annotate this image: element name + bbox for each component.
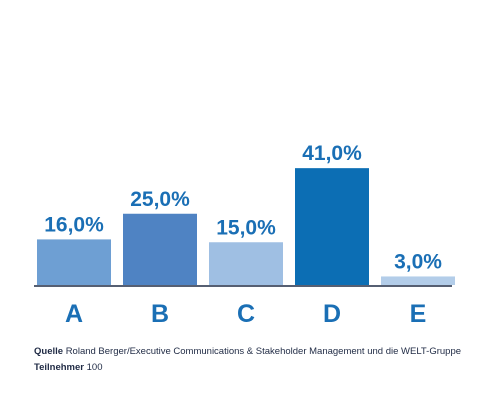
participants-label: Teilnehmer	[34, 362, 84, 373]
value-label-e: 3,0%	[394, 250, 442, 273]
bar-e	[381, 276, 455, 285]
category-label-d: D	[323, 300, 341, 328]
category-label-a: A	[65, 300, 83, 328]
category-label-b: B	[151, 300, 169, 328]
value-label-d: 41,0%	[302, 142, 362, 165]
value-label-c: 15,0%	[216, 216, 276, 239]
category-label-e: E	[410, 300, 427, 328]
bar-d	[295, 168, 369, 285]
value-label-b: 25,0%	[130, 188, 190, 211]
participants-value: 100	[86, 362, 103, 373]
source-note: Quelle Roland Berger/Executive Communica…	[34, 346, 461, 357]
bar-b	[123, 213, 197, 285]
source-label: Quelle	[34, 346, 64, 357]
source-text: Roland Berger/Executive Communications &…	[65, 346, 462, 357]
bar-a	[37, 239, 111, 285]
bar-c	[209, 242, 283, 285]
value-label-a: 16,0%	[44, 213, 104, 236]
participants-note: Teilnehmer 100	[34, 362, 102, 373]
category-label-c: C	[237, 300, 255, 328]
